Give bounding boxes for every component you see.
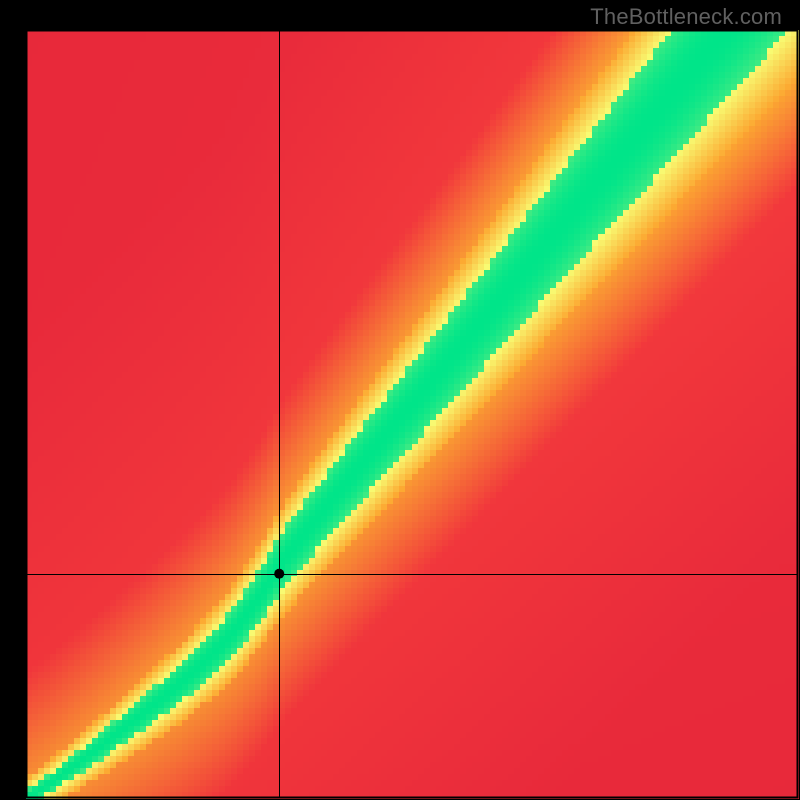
chart-container: TheBottleneck.com xyxy=(0,0,800,800)
watermark-text: TheBottleneck.com xyxy=(590,4,782,30)
bottleneck-heatmap-canvas xyxy=(0,0,800,800)
